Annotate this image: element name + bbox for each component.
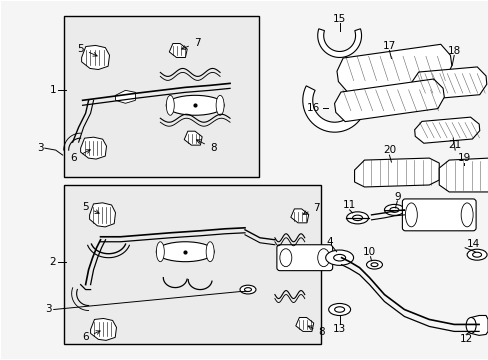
Ellipse shape [333, 255, 345, 261]
Text: 18: 18 [447, 45, 460, 55]
Polygon shape [470, 315, 487, 336]
Ellipse shape [244, 288, 251, 292]
Text: 11: 11 [342, 200, 355, 210]
Ellipse shape [156, 242, 164, 262]
Text: 12: 12 [459, 334, 472, 345]
Polygon shape [414, 117, 479, 143]
Polygon shape [411, 67, 486, 100]
Text: 13: 13 [332, 324, 346, 334]
Text: 7: 7 [182, 37, 200, 49]
Ellipse shape [166, 95, 174, 115]
Polygon shape [184, 131, 202, 145]
Text: 5: 5 [77, 44, 97, 56]
Text: 21: 21 [447, 140, 461, 150]
Text: 6: 6 [82, 331, 100, 342]
Text: 17: 17 [382, 41, 395, 50]
Polygon shape [81, 45, 109, 69]
Polygon shape [295, 318, 313, 332]
Polygon shape [115, 90, 135, 103]
Text: 4: 4 [325, 237, 332, 247]
Polygon shape [336, 44, 451, 93]
Ellipse shape [460, 203, 472, 227]
Bar [63, 185, 320, 345]
Ellipse shape [166, 95, 224, 115]
Text: 14: 14 [466, 239, 479, 249]
Ellipse shape [405, 203, 416, 227]
Ellipse shape [206, 242, 214, 262]
Ellipse shape [466, 249, 486, 260]
Text: 15: 15 [332, 14, 346, 24]
Text: 3: 3 [45, 305, 52, 315]
Text: 20: 20 [382, 145, 395, 155]
Polygon shape [290, 209, 308, 223]
Text: 5: 5 [82, 202, 99, 213]
Ellipse shape [384, 204, 404, 215]
Ellipse shape [370, 263, 377, 267]
Ellipse shape [352, 215, 362, 221]
Polygon shape [354, 158, 438, 187]
Text: 19: 19 [457, 153, 470, 163]
Polygon shape [317, 29, 361, 58]
Polygon shape [90, 319, 116, 340]
Text: 10: 10 [362, 247, 375, 257]
Bar [63, 15, 259, 177]
Polygon shape [438, 158, 488, 192]
Ellipse shape [240, 285, 255, 294]
Text: 9: 9 [393, 192, 400, 202]
Ellipse shape [465, 318, 475, 333]
Ellipse shape [325, 250, 353, 265]
FancyBboxPatch shape [276, 245, 332, 271]
Text: 6: 6 [70, 150, 90, 163]
Ellipse shape [279, 249, 291, 267]
Ellipse shape [334, 307, 344, 312]
Ellipse shape [328, 303, 350, 315]
Polygon shape [81, 137, 106, 159]
FancyBboxPatch shape [402, 199, 475, 231]
Text: 2: 2 [49, 257, 56, 267]
Polygon shape [334, 79, 444, 122]
Ellipse shape [317, 249, 329, 267]
Polygon shape [302, 86, 366, 132]
Ellipse shape [389, 207, 398, 212]
Text: 16: 16 [306, 103, 319, 113]
Polygon shape [169, 44, 187, 58]
Text: 8: 8 [196, 140, 216, 153]
Ellipse shape [366, 260, 382, 269]
Text: 1: 1 [49, 85, 56, 95]
Text: 7: 7 [303, 203, 319, 215]
Ellipse shape [471, 252, 481, 257]
Ellipse shape [346, 212, 368, 224]
Ellipse shape [216, 95, 224, 115]
Polygon shape [89, 203, 115, 227]
Ellipse shape [156, 242, 214, 262]
Text: 8: 8 [307, 326, 325, 337]
Text: 3: 3 [38, 143, 44, 153]
